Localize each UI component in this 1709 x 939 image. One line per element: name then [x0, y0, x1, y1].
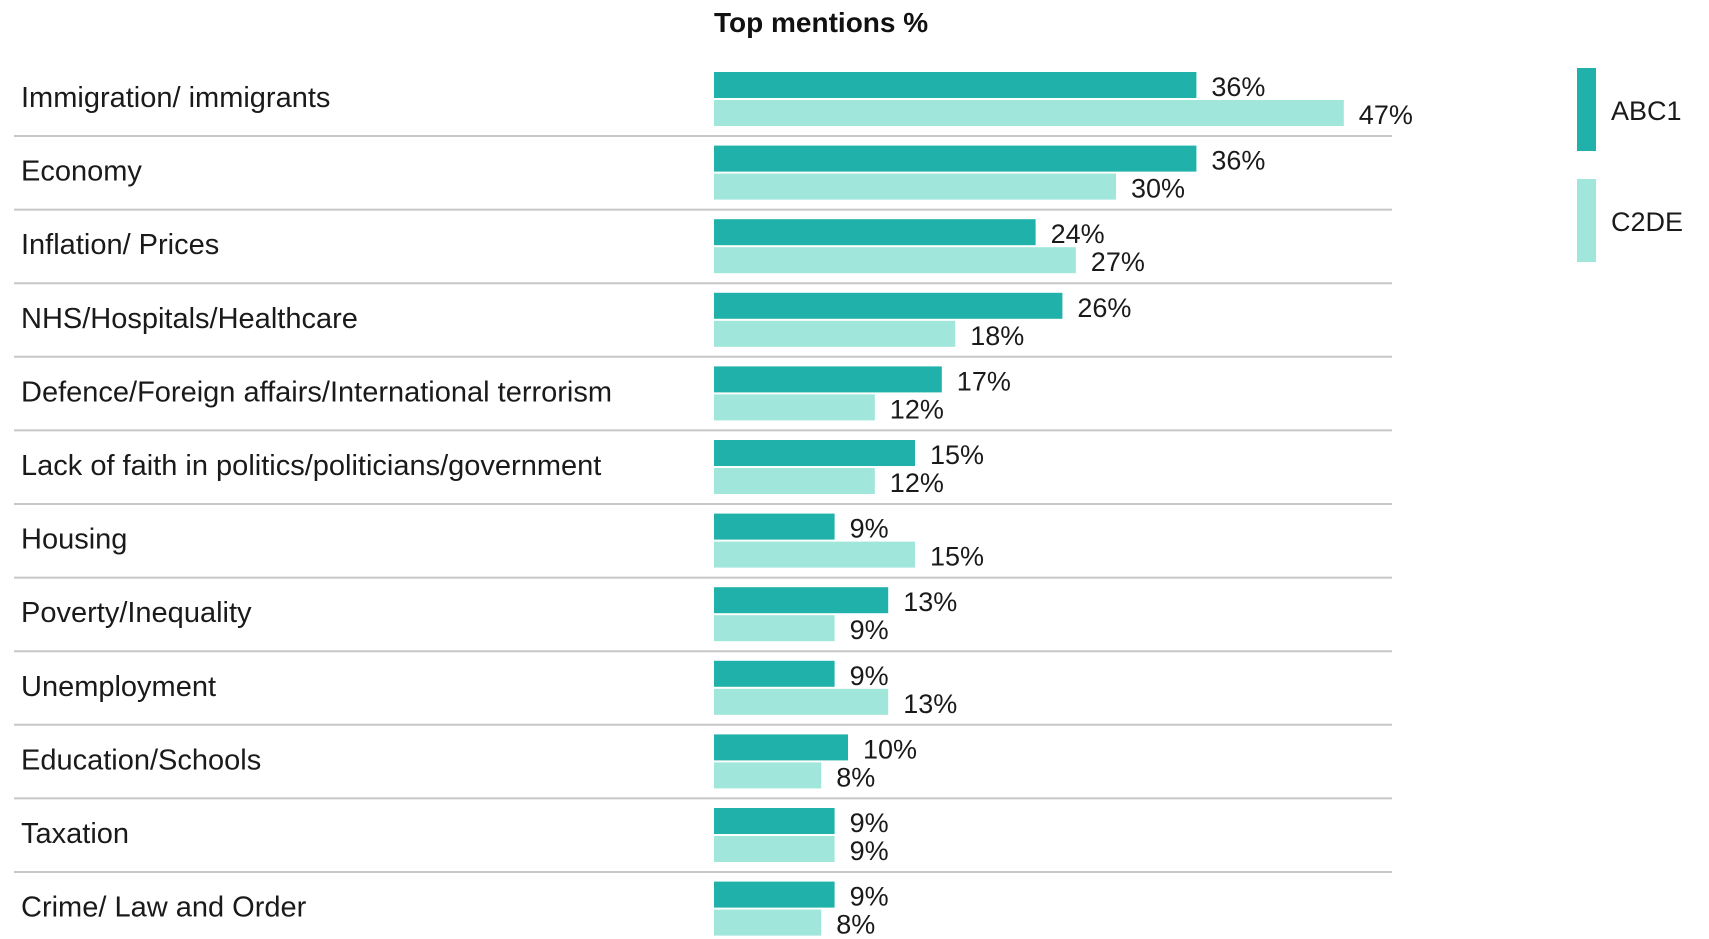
data-label: 15% [930, 440, 984, 470]
bar-abc1 [714, 734, 848, 761]
legend-swatch-abc1 [1577, 68, 1596, 151]
category-label: Education/Schools [21, 744, 261, 776]
category-label: Crime/ Law and Order [21, 892, 307, 924]
category-label: Poverty/Inequality [21, 597, 252, 629]
bar-abc1 [714, 72, 1197, 98]
data-label: 26% [1077, 293, 1131, 323]
bar-c2de [714, 394, 875, 421]
bar-c2de [714, 100, 1344, 126]
bar-abc1 [714, 292, 1063, 319]
category-label: Immigration/ immigrants [21, 82, 330, 114]
data-label: 36% [1211, 72, 1265, 102]
bar-c2de [714, 468, 875, 494]
data-label: 9% [850, 882, 889, 912]
data-label: 9% [850, 836, 889, 866]
bar-c2de [714, 615, 835, 642]
data-label: 9% [850, 615, 889, 645]
legend-swatch-c2de [1577, 179, 1596, 262]
data-label: 13% [903, 689, 957, 719]
data-label: 9% [850, 661, 889, 691]
data-label: 18% [970, 321, 1024, 351]
plot-area: Immigration/ immigrants 36% 47% Economy 36% 3… [14, 72, 1413, 939]
category-label: Housing [21, 524, 127, 556]
bar-c2de [714, 909, 822, 936]
data-label: 27% [1091, 247, 1145, 277]
data-label: 36% [1211, 146, 1265, 176]
category-label: Taxation [21, 818, 129, 850]
data-label: 15% [930, 542, 984, 572]
bar-abc1 [714, 587, 889, 614]
bar-abc1 [714, 660, 835, 687]
legend-label-c2de: C2DE [1611, 207, 1683, 237]
data-label: 13% [903, 587, 957, 617]
bar-c2de [714, 836, 835, 862]
data-label: 47% [1359, 100, 1413, 130]
data-label: 9% [850, 808, 889, 838]
bar-c2de [714, 320, 956, 347]
category-label: Defence/Foreign affairs/International te… [21, 376, 612, 408]
bar-c2de [714, 762, 822, 789]
category-label: Inflation/ Prices [21, 229, 219, 261]
data-label: 9% [850, 514, 889, 544]
legend: ABC1 C2DE [1577, 68, 1683, 262]
data-label: 30% [1131, 174, 1185, 204]
data-label: 8% [836, 910, 875, 939]
data-label: 8% [836, 762, 875, 792]
data-label: 17% [957, 366, 1011, 396]
data-label: 12% [890, 468, 944, 498]
bar-abc1 [714, 219, 1036, 246]
bar-abc1 [714, 145, 1197, 172]
category-label: NHS/Hospitals/Healthcare [21, 303, 358, 335]
bar-abc1 [714, 513, 835, 540]
data-label: 10% [863, 734, 917, 764]
data-label: 24% [1051, 219, 1105, 249]
bar-c2de [714, 541, 915, 568]
legend-label-abc1: ABC1 [1611, 96, 1682, 126]
data-label: 12% [890, 394, 944, 424]
bar-abc1 [714, 440, 915, 466]
bar-c2de [714, 247, 1076, 274]
bar-abc1 [714, 881, 835, 908]
bar-c2de [714, 173, 1116, 200]
bar-abc1 [714, 808, 835, 834]
bar-c2de [714, 688, 889, 715]
category-label: Lack of faith in politics/politicians/go… [21, 450, 601, 482]
chart-title: Top mentions % [714, 7, 928, 38]
category-label: Unemployment [21, 671, 216, 703]
bar-abc1 [714, 366, 942, 393]
category-label: Economy [21, 156, 142, 188]
